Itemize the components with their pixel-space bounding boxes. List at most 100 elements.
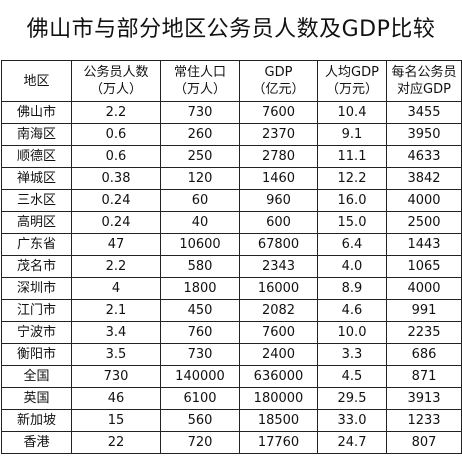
cell-gdp: 16000 (239, 277, 318, 300)
header-gdp-per-servant-label-2: 对应GDP (397, 82, 451, 97)
cell-region: 三水区 (1, 189, 72, 212)
header-civil-servants-unit: （万人） (89, 82, 142, 97)
table-header: 地区 公务员人数 （万人） 常住人口 （万人） GDP （亿元） 人均GDP （… (1, 60, 462, 102)
cell-region: 禅城区 (1, 167, 72, 190)
cell-gdp-per-servant: 4000 (386, 277, 462, 300)
cell-civil-servants: 0.24 (71, 189, 161, 212)
cell-gdp-per-capita: 10.0 (317, 321, 387, 344)
table-row: 江门市 2.1 450 2082 4.6 991 (1, 299, 462, 322)
table-row: 南海区 0.6 260 2370 9.1 3950 (1, 123, 462, 146)
header-population-unit: （万人） (173, 82, 226, 97)
cell-region: 茂名市 (1, 255, 72, 278)
cell-gdp: 1460 (239, 167, 318, 190)
table-row: 全国 730 140000 636000 4.5 871 (1, 365, 462, 388)
header-row: 地区 公务员人数 （万人） 常住人口 （万人） GDP （亿元） 人均GDP （… (1, 60, 462, 102)
cell-population: 120 (160, 167, 240, 190)
cell-region: 宁波市 (1, 321, 72, 344)
table-row: 高明区 0.24 40 600 15.0 2500 (1, 211, 462, 234)
cell-population: 730 (160, 101, 240, 124)
cell-gdp: 2780 (239, 145, 318, 168)
cell-gdp-per-capita: 4.6 (317, 299, 387, 322)
cell-region: 南海区 (1, 123, 72, 146)
table-title: 佛山市与部分地区公务员人数及GDP比较 (26, 17, 436, 42)
table-row: 三水区 0.24 60 960 16.0 4000 (1, 189, 462, 212)
header-civil-servants: 公务员人数 （万人） (71, 60, 161, 102)
cell-region: 新加坡 (1, 409, 72, 432)
cell-gdp-per-servant: 871 (386, 365, 462, 388)
cell-civil-servants: 0.6 (71, 145, 161, 168)
cell-region: 英国 (1, 387, 72, 410)
cell-population: 580 (160, 255, 240, 278)
header-gdp-per-capita: 人均GDP （万元） (317, 60, 387, 102)
cell-gdp: 2082 (239, 299, 318, 322)
cell-gdp-per-servant: 4000 (386, 189, 462, 212)
cell-gdp: 67800 (239, 233, 318, 256)
cell-population: 140000 (160, 365, 240, 388)
cell-civil-servants: 3.4 (71, 321, 161, 344)
cell-gdp-per-servant: 991 (386, 299, 462, 322)
header-population: 常住人口 （万人） (160, 60, 240, 102)
cell-civil-servants: 15 (71, 409, 161, 432)
cell-region: 顺德区 (1, 145, 72, 168)
cell-region: 广东省 (1, 233, 72, 256)
table-row: 佛山市 2.2 730 7600 10.4 3455 (1, 101, 462, 124)
cell-civil-servants: 2.2 (71, 255, 161, 278)
cell-population: 6100 (160, 387, 240, 410)
header-civil-servants-label: 公务员人数 (83, 65, 149, 80)
cell-gdp-per-servant: 2235 (386, 321, 462, 344)
cell-civil-servants: 47 (71, 233, 161, 256)
header-gdp: GDP （亿元） (239, 60, 318, 102)
cell-gdp-per-capita: 9.1 (317, 123, 387, 146)
cell-gdp: 7600 (239, 101, 318, 124)
cell-gdp-per-capita: 10.4 (317, 101, 387, 124)
cell-gdp-per-servant: 686 (386, 343, 462, 366)
header-gdp-per-servant-label: 每名公务员 (391, 65, 457, 80)
cell-gdp-per-capita: 6.4 (317, 233, 387, 256)
cell-region: 香港 (1, 431, 72, 454)
header-region-label: 地区 (23, 73, 50, 89)
cell-gdp-per-capita: 29.5 (317, 387, 387, 410)
cell-population: 560 (160, 409, 240, 432)
table-row: 禅城区 0.38 120 1460 12.2 3842 (1, 167, 462, 190)
cell-gdp: 2370 (239, 123, 318, 146)
cell-gdp-per-capita: 24.7 (317, 431, 387, 454)
cell-population: 40 (160, 211, 240, 234)
cell-population: 450 (160, 299, 240, 322)
table-body: 佛山市 2.2 730 7600 10.4 3455 南海区 0.6 260 2370 9.1 395… (1, 101, 462, 454)
cell-population: 60 (160, 189, 240, 212)
cell-gdp-per-servant: 3950 (386, 123, 462, 146)
table-row: 衡阳市 3.5 730 2400 3.3 686 (1, 343, 462, 366)
header-gdp-label: GDP (264, 65, 293, 80)
cell-civil-servants: 0.6 (71, 123, 161, 146)
header-population-label: 常住人口 (173, 65, 226, 80)
cell-gdp: 18500 (239, 409, 318, 432)
cell-gdp: 600 (239, 211, 318, 234)
cell-gdp-per-servant: 1233 (386, 409, 462, 432)
cell-region: 全国 (1, 365, 72, 388)
header-region: 地区 (1, 60, 72, 102)
table-row: 顺德区 0.6 250 2780 11.1 4633 (1, 145, 462, 168)
cell-civil-servants: 4 (71, 277, 161, 300)
cell-gdp: 2343 (239, 255, 318, 278)
table-row: 茂名市 2.2 580 2343 4.0 1065 (1, 255, 462, 278)
cell-gdp-per-capita: 4.5 (317, 365, 387, 388)
cell-region: 佛山市 (1, 101, 72, 124)
cell-gdp-per-servant: 1443 (386, 233, 462, 256)
cell-gdp-per-servant: 4633 (386, 145, 462, 168)
cell-gdp-per-servant: 1065 (386, 255, 462, 278)
header-gdp-per-capita-label: 人均GDP (325, 65, 379, 80)
header-gdp-unit: （亿元） (252, 82, 305, 97)
cell-gdp-per-servant: 807 (386, 431, 462, 454)
cell-gdp: 636000 (239, 365, 318, 388)
cell-gdp-per-servant: 3913 (386, 387, 462, 410)
cell-gdp-per-capita: 8.9 (317, 277, 387, 300)
cell-gdp-per-capita: 11.1 (317, 145, 387, 168)
table-row: 香港 22 720 17760 24.7 807 (1, 431, 462, 454)
cell-region: 江门市 (1, 299, 72, 322)
cell-population: 1800 (160, 277, 240, 300)
cell-population: 730 (160, 343, 240, 366)
cell-gdp-per-capita: 4.0 (317, 255, 387, 278)
table-row: 宁波市 3.4 760 7600 10.0 2235 (1, 321, 462, 344)
table-row: 广东省 47 10600 67800 6.4 1443 (1, 233, 462, 256)
